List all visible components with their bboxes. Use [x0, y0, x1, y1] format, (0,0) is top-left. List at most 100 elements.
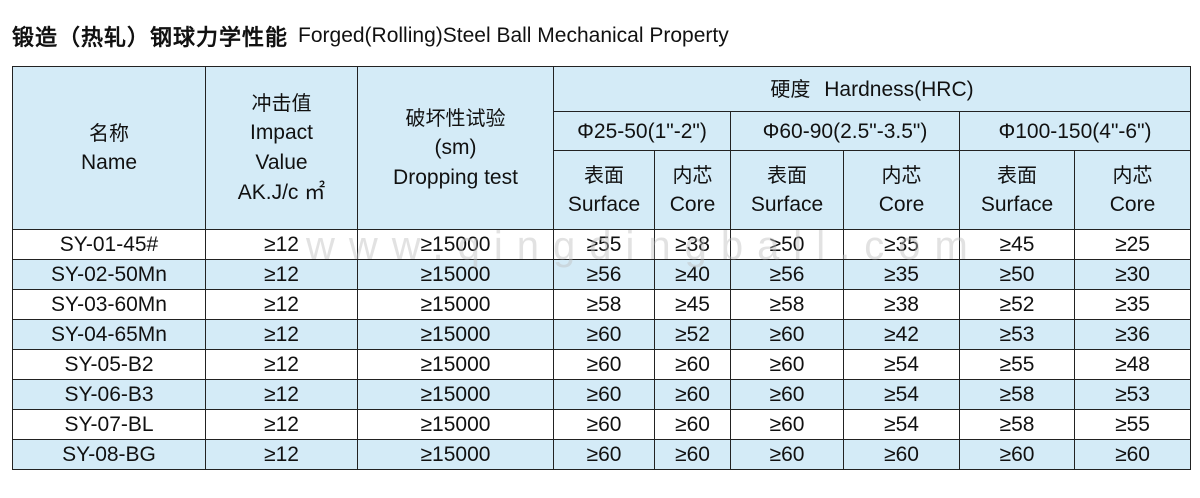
cell-surface: ≥60	[730, 349, 844, 380]
cell-core: ≥52	[654, 319, 731, 350]
page-title: 锻造（热轧）钢球力学性能 Forged(Rolling)Steel Ball M…	[12, 19, 729, 53]
cell-surface: ≥60	[730, 439, 844, 470]
cell-name: SY-06-B3	[12, 379, 206, 410]
core-en: Core	[878, 193, 925, 216]
cell-surface: ≥56	[553, 259, 655, 290]
cell-name: SY-04-65Mn	[12, 319, 206, 350]
cell-surface: ≥60	[730, 409, 844, 440]
cell-surface: ≥58	[959, 379, 1075, 410]
core-en: Core	[669, 193, 716, 216]
header-drop-en2: Dropping test	[393, 166, 518, 189]
cell-drop: ≥15000	[357, 259, 554, 290]
cell-surface: ≥52	[959, 289, 1075, 320]
cell-drop: ≥15000	[357, 409, 554, 440]
cell-impact: ≥12	[205, 349, 358, 380]
cell-drop: ≥15000	[357, 319, 554, 350]
cell-surface: ≥45	[959, 229, 1075, 260]
cell-drop: ≥15000	[357, 229, 554, 260]
cell-core: ≥42	[843, 319, 960, 350]
surface-cn: 表面	[584, 163, 624, 187]
surface-en: Surface	[980, 193, 1054, 216]
title-chinese: 锻造（热轧）钢球力学性能	[12, 26, 289, 51]
header-name-en: Name	[80, 151, 138, 174]
header-impact-en1: Impact	[249, 121, 314, 144]
table-row: SY-03-60Mn ≥12 ≥15000 ≥58 ≥45 ≥58 ≥38 ≥52 ≥35	[12, 289, 1192, 320]
cell-surface: ≥60	[553, 379, 655, 410]
header-name: 名称 Name	[12, 66, 206, 230]
cell-core: ≥60	[654, 409, 731, 440]
header-drop-test: 破坏性试验 (sm) Dropping test	[357, 66, 554, 230]
title-english: Forged(Rolling)Steel Ball Mechanical Pro…	[298, 24, 729, 47]
header-core: 内芯 Core	[843, 150, 960, 230]
cell-impact: ≥12	[205, 409, 358, 440]
cell-surface: ≥55	[959, 349, 1075, 380]
cell-impact: ≥12	[205, 289, 358, 320]
cell-core: ≥60	[654, 349, 731, 380]
header-surface: 表面 Surface	[553, 150, 655, 230]
cell-surface: ≥60	[959, 439, 1075, 470]
cell-impact: ≥12	[205, 439, 358, 470]
cell-core: ≥55	[1073, 409, 1192, 440]
header-core: 内芯 Core	[1073, 150, 1192, 230]
cell-surface: ≥50	[959, 259, 1075, 290]
cell-name: SY-01-45#	[12, 229, 206, 260]
header-impact-unit: AK.J/c ㎡	[237, 181, 326, 204]
header-impact-cn: 冲击值	[251, 91, 312, 115]
cell-core: ≥54	[843, 349, 960, 380]
cell-drop: ≥15000	[357, 349, 554, 380]
cell-impact: ≥12	[205, 319, 358, 350]
cell-surface: ≥55	[553, 229, 655, 260]
cell-surface: ≥60	[730, 319, 844, 350]
cell-core: ≥48	[1073, 349, 1192, 380]
cell-core: ≥60	[654, 439, 731, 470]
header-range-2: Φ60-90(2.5"-3.5")	[730, 111, 960, 151]
header-drop-en1: (sm)	[434, 136, 477, 159]
cell-name: SY-05-B2	[12, 349, 206, 380]
cell-name: SY-03-60Mn	[12, 289, 206, 320]
header-hardness-cn: 硬度	[770, 76, 811, 101]
header-impact-en2: Value	[255, 151, 308, 174]
surface-en: Surface	[567, 193, 641, 216]
cell-core: ≥54	[843, 379, 960, 410]
header-drop-cn: 破坏性试验	[405, 106, 506, 130]
cell-core: ≥54	[843, 409, 960, 440]
cell-core: ≥35	[843, 229, 960, 260]
table-row: SY-05-B2 ≥12 ≥15000 ≥60 ≥60 ≥60 ≥54 ≥55 ≥48	[12, 349, 1192, 380]
cell-impact: ≥12	[205, 379, 358, 410]
cell-surface: ≥53	[959, 319, 1075, 350]
header-core: 内芯 Core	[654, 150, 731, 230]
header-range-1: Φ25-50(1"-2")	[553, 111, 731, 151]
core-cn: 内芯	[881, 163, 922, 187]
header-surface: 表面 Surface	[730, 150, 844, 230]
cell-core: ≥38	[654, 229, 731, 260]
table-row: SY-06-B3 ≥12 ≥15000 ≥60 ≥60 ≥60 ≥54 ≥58 ≥53	[12, 379, 1192, 410]
table-row: SY-01-45# ≥12 ≥15000 ≥55 ≥38 ≥50 ≥35 ≥45 ≥25	[12, 229, 1192, 260]
cell-core: ≥40	[654, 259, 731, 290]
header-range-3: Φ100-150(4"-6")	[958, 111, 1192, 151]
cell-core: ≥25	[1073, 229, 1192, 260]
core-en: Core	[1109, 193, 1156, 216]
table-row: SY-07-BL ≥12 ≥15000 ≥60 ≥60 ≥60 ≥54 ≥58 ≥55	[12, 409, 1192, 440]
cell-core: ≥38	[843, 289, 960, 320]
cell-core: ≥35	[843, 259, 960, 290]
cell-name: SY-02-50Mn	[12, 259, 206, 290]
table-row: SY-04-65Mn ≥12 ≥15000 ≥60 ≥52 ≥60 ≥42 ≥53 ≥36	[12, 319, 1192, 350]
cell-name: SY-07-BL	[12, 409, 206, 440]
cell-core: ≥60	[843, 439, 960, 470]
surface-cn: 表面	[767, 163, 807, 187]
header-surface: 表面 Surface	[959, 150, 1075, 230]
core-cn: 内芯	[672, 163, 713, 187]
cell-surface: ≥60	[553, 409, 655, 440]
cell-core: ≥60	[1073, 439, 1192, 470]
cell-surface: ≥58	[730, 289, 844, 320]
property-table: 名称 Name 冲击值 Impact Value AK.J/c ㎡ 破坏性试验 …	[12, 66, 1192, 470]
surface-cn: 表面	[997, 163, 1037, 187]
cell-drop: ≥15000	[357, 439, 554, 470]
cell-core: ≥53	[1073, 379, 1192, 410]
cell-core: ≥60	[654, 379, 731, 410]
cell-core: ≥35	[1073, 289, 1192, 320]
cell-surface: ≥60	[553, 349, 655, 380]
cell-name: SY-08-BG	[12, 439, 206, 470]
cell-drop: ≥15000	[357, 289, 554, 320]
cell-surface: ≥56	[730, 259, 844, 290]
